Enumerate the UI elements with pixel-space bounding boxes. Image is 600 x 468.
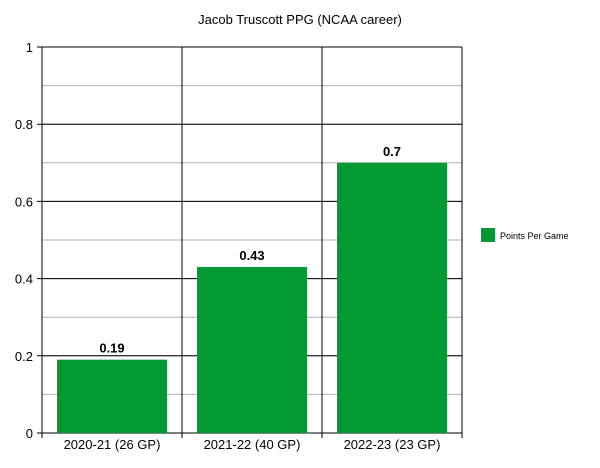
- legend-label: Points Per Game: [500, 231, 569, 241]
- legend-swatch: [481, 228, 495, 242]
- y-tick-label: 0.4: [15, 272, 33, 287]
- y-tick-label: 0.6: [15, 194, 33, 209]
- bar: [197, 267, 307, 433]
- x-tick-label: 2022-23 (23 GP): [344, 437, 441, 452]
- data-label: 0.43: [239, 248, 264, 263]
- y-tick-label: 0: [26, 426, 33, 441]
- bar: [337, 162, 447, 434]
- data-label: 0.19: [99, 341, 124, 356]
- y-tick-label: 0.2: [15, 349, 33, 364]
- y-tick-label: 1: [26, 40, 33, 55]
- x-tick-label: 2020-21 (26 GP): [64, 437, 161, 452]
- bar: [57, 359, 167, 433]
- y-tick-label: 0.8: [15, 117, 33, 132]
- legend: Points Per Game: [481, 228, 569, 242]
- x-tick-label: 2021-22 (40 GP): [204, 437, 301, 452]
- chart-title: Jacob Truscott PPG (NCAA career): [198, 12, 402, 27]
- data-label: 0.7: [383, 144, 401, 159]
